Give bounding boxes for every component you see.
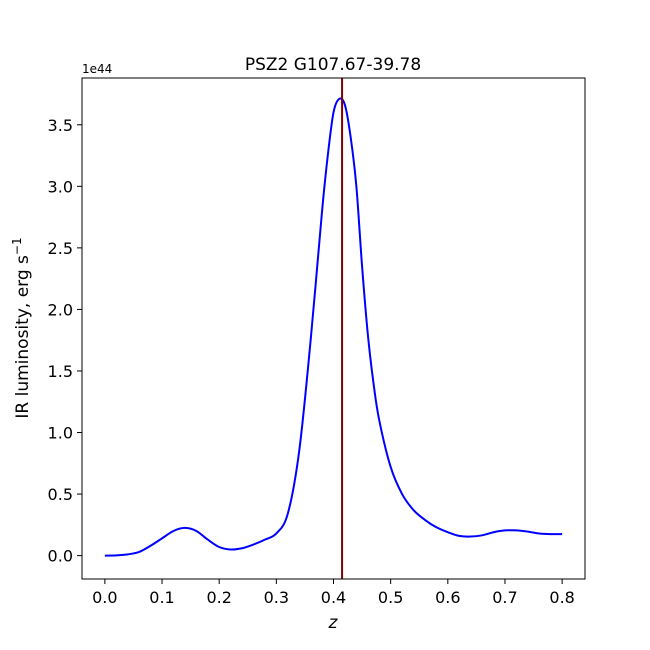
x-tick-label: 0.2 [206,588,231,607]
y-tick-label: 1.5 [48,362,73,381]
y-tick-label: 0.5 [48,485,73,504]
y-offset-label: 1e44 [82,62,112,76]
x-tick-label: 0.1 [149,588,174,607]
chart-title: PSZ2 G107.67-39.78 [245,55,421,75]
x-axis: 0.0 0.1 0.2 0.3 0.4 0.5 0.6 0.7 0.8 [92,579,575,607]
axes-frame [81,77,586,580]
plot-area [104,78,563,579]
y-axis-label-superscript: −1 [10,237,24,255]
x-tick-label: 0.3 [264,588,289,607]
y-axis: 0.0 0.5 1.0 1.5 2.0 2.5 3.0 3.5 [48,116,82,566]
x-tick-label: 0.4 [321,588,346,607]
y-tick-label: 1.0 [48,424,73,443]
y-tick-label: 0.0 [48,547,73,566]
luminosity-curve [104,97,563,557]
x-tick-label: 0.7 [492,588,517,607]
y-tick-label: 2.5 [48,239,73,258]
y-tick-label: 3.5 [48,116,73,135]
x-tick-label: 0.6 [435,588,460,607]
y-axis-label-main: IR luminosity, erg s [13,255,33,419]
y-axis-label: IR luminosity, erg s−1 [10,237,33,418]
x-tick-label: 0.8 [549,588,574,607]
y-tick-label: 2.0 [48,300,73,319]
y-tick-label: 3.0 [48,177,73,196]
x-tick-label: 0.5 [378,588,403,607]
x-axis-label: z [328,613,339,633]
x-tick-label: 0.0 [92,588,117,607]
